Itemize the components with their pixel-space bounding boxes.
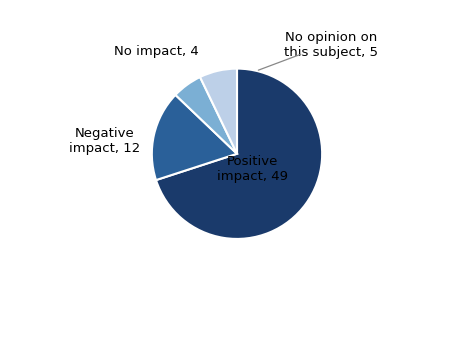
Wedge shape: [200, 69, 237, 154]
Text: No opinion on
this subject, 5: No opinion on this subject, 5: [283, 31, 378, 59]
Wedge shape: [175, 77, 237, 154]
Text: Negative
impact, 12: Negative impact, 12: [69, 127, 141, 155]
Text: No impact, 4: No impact, 4: [114, 45, 199, 58]
Wedge shape: [156, 69, 322, 239]
Wedge shape: [152, 95, 237, 180]
Text: Positive
impact, 49: Positive impact, 49: [217, 155, 288, 183]
